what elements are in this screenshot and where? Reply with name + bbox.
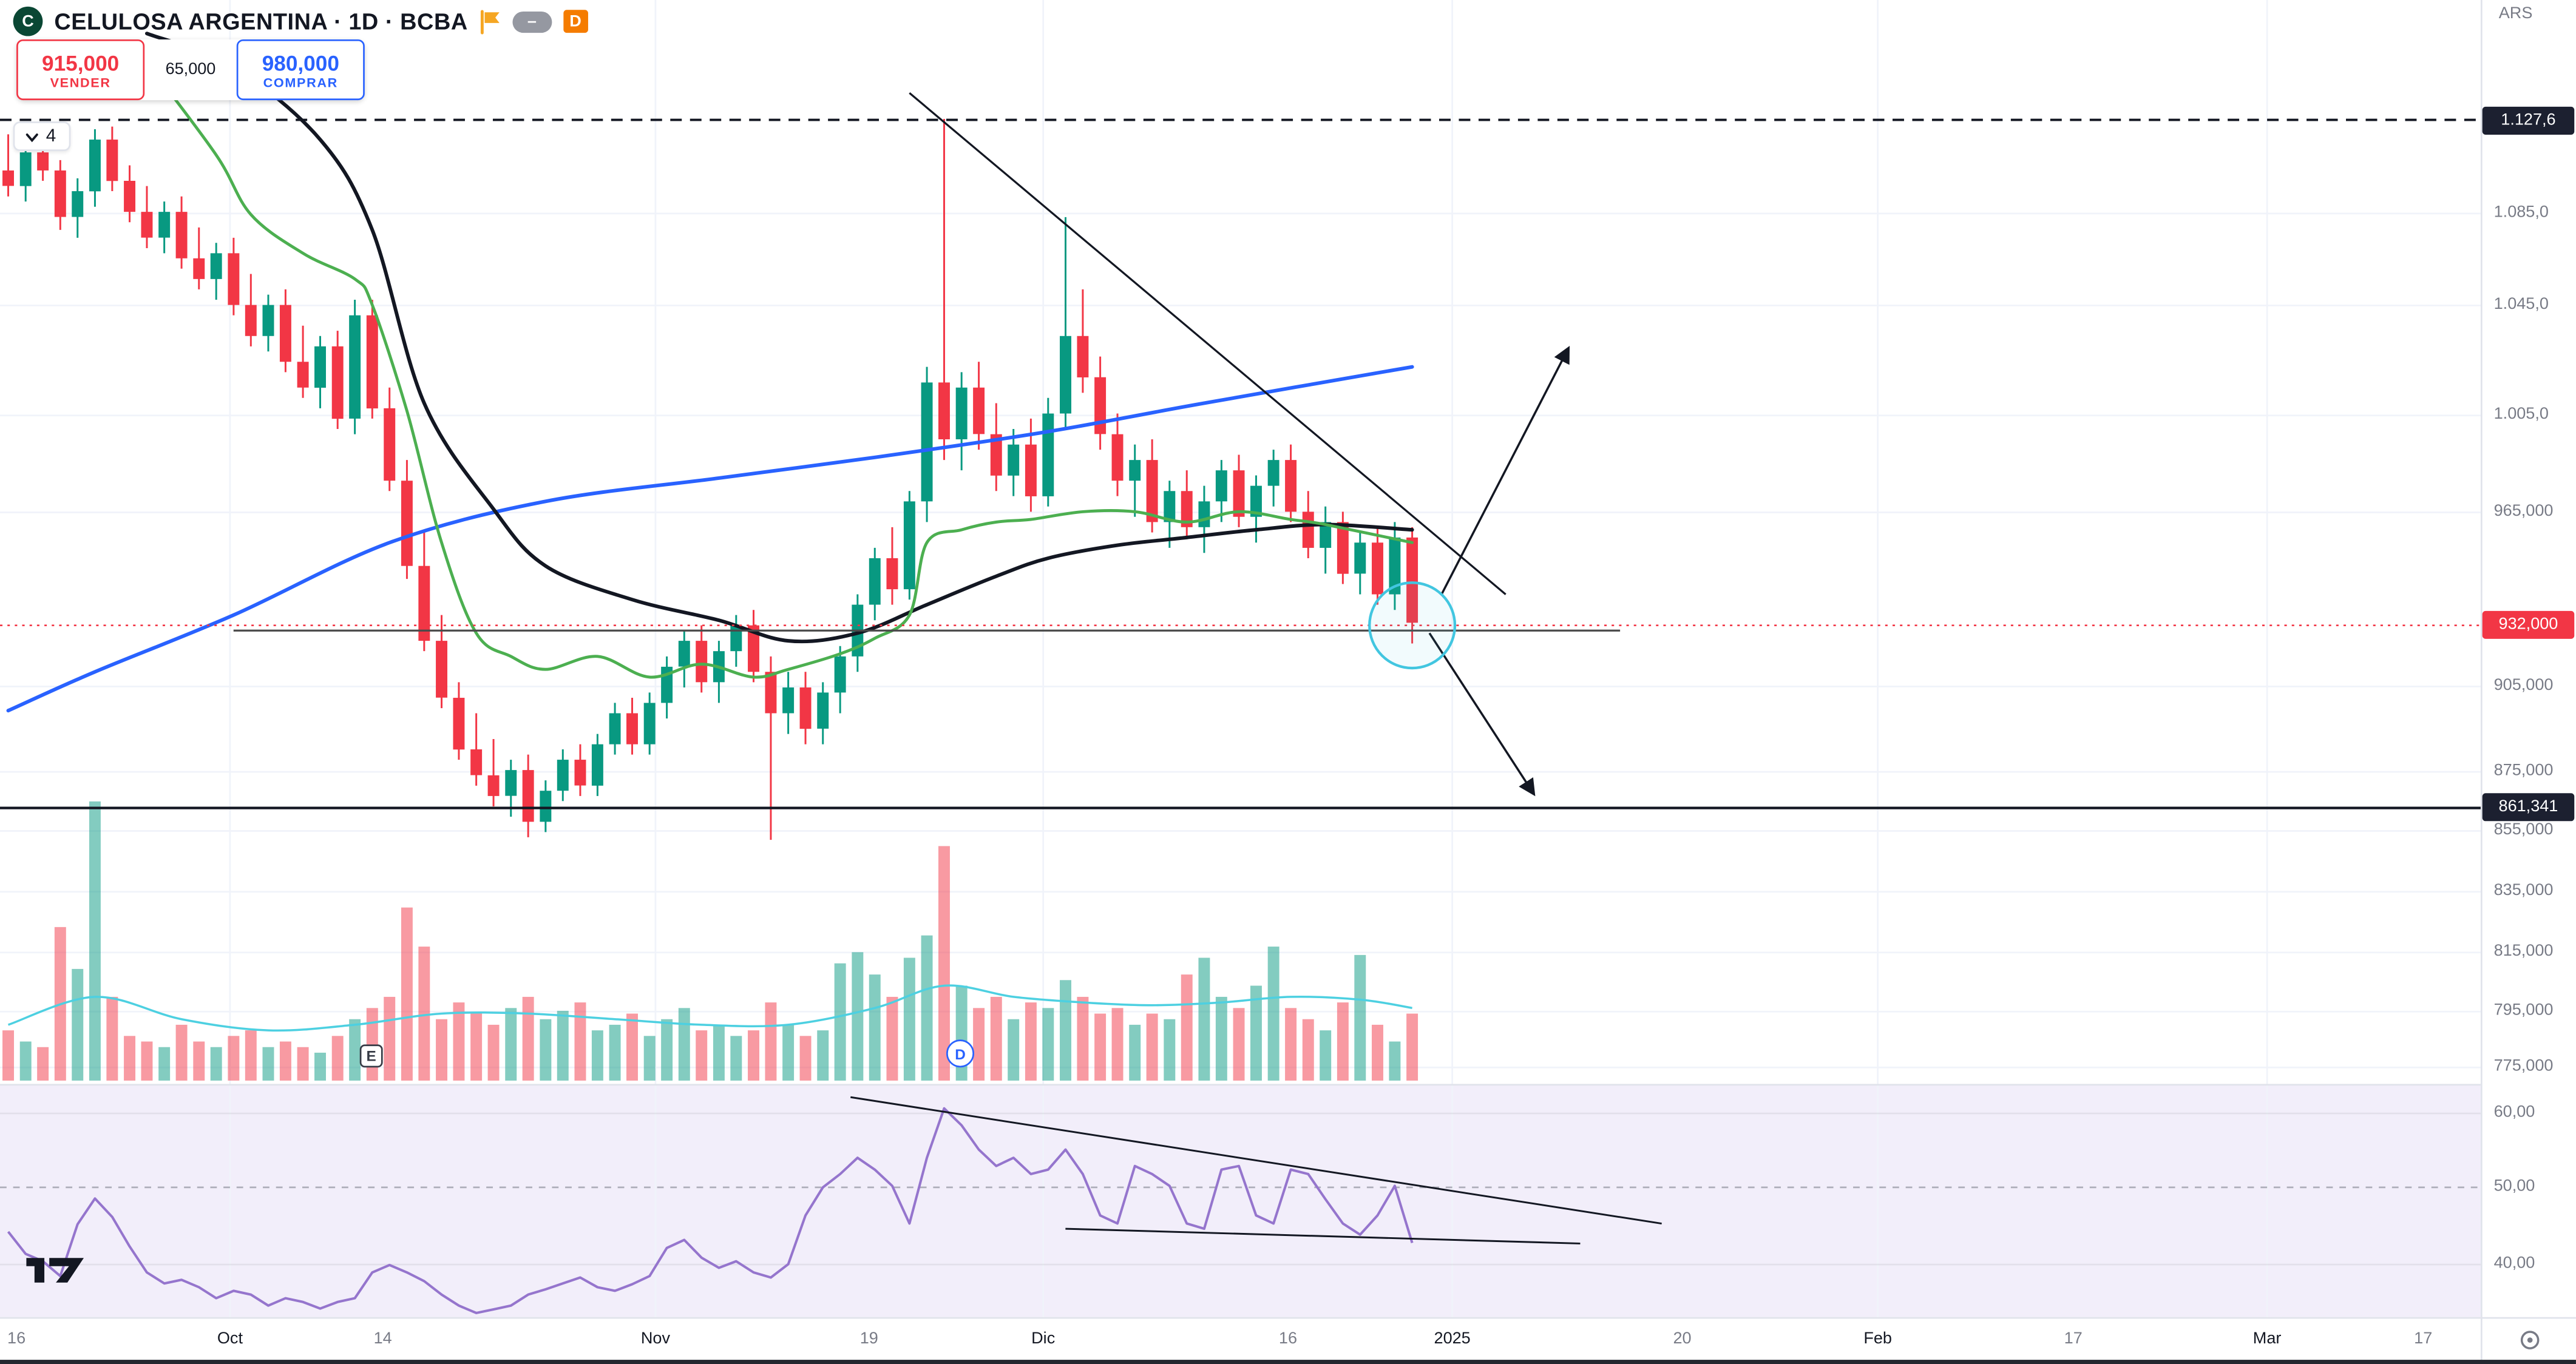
symbol-title[interactable]: CELULOSA ARGENTINA · 1D · BCBA <box>54 8 468 35</box>
time-axis-label: Feb <box>1863 1330 1892 1349</box>
chevron-down-icon <box>25 132 38 141</box>
price-axis-label: 835,000 <box>2493 882 2554 900</box>
price-axis-label: 775,000 <box>2493 1058 2554 1076</box>
rsi-line <box>7 1107 1414 1314</box>
rsi-trendline-1[interactable] <box>850 1096 1662 1225</box>
symbol-toolbar: C CELULOSA ARGENTINA · 1D · BCBA – D <box>13 3 588 39</box>
price-axis-label: 1.005,0 <box>2493 405 2549 424</box>
flag-icon[interactable] <box>480 9 501 34</box>
candles-layer <box>2 118 1418 840</box>
indicator-axis-label: 60,00 <box>2493 1103 2535 1122</box>
upper-line-price-badge: 1.127,6 <box>2482 106 2575 134</box>
axis-corner <box>2480 1317 2576 1360</box>
time-axis-label: 16 <box>7 1330 26 1349</box>
price-axis-label: 815,000 <box>2493 942 2554 961</box>
indicator-axis-label: 50,00 <box>2493 1177 2535 1196</box>
last-price-badge: 932,000 <box>2482 611 2575 640</box>
earnings-marker[interactable]: E <box>359 1044 383 1068</box>
ma-long-line <box>6 365 1414 713</box>
settings-icon[interactable] <box>2518 1328 2541 1351</box>
time-axis-label: Oct <box>217 1330 243 1349</box>
lower-line-price-badge: 861,341 <box>2482 794 2575 822</box>
price-axis[interactable]: ARS 1.085,0 1.045,0 1.005,0 965,000 905,000 8… <box>2480 0 2576 1317</box>
time-axis-label: 14 <box>373 1330 392 1349</box>
time-axis-label: Mar <box>2252 1330 2282 1349</box>
volume-layer <box>2 801 1418 1081</box>
bottom-border-strip <box>0 1360 2576 1364</box>
ma-slow-line <box>144 32 1414 644</box>
price-axis-label: 795,000 <box>2493 1002 2554 1020</box>
time-axis-label: 2025 <box>1434 1330 1471 1349</box>
volume-ma-line <box>7 984 1412 1032</box>
time-axis-label: Nov <box>640 1330 671 1349</box>
price-axis-label: 905,000 <box>2493 677 2554 695</box>
object-tree-counter[interactable]: 4 <box>13 121 71 152</box>
dividend-marker[interactable]: D <box>946 1039 975 1068</box>
market-status-icon: – <box>512 10 552 32</box>
buy-price: 980,000 <box>262 50 339 75</box>
time-axis-label: 20 <box>1673 1330 1692 1349</box>
buy-button[interactable]: 980,000 COMPRAR <box>236 39 365 101</box>
spread-value: 65,000 <box>165 61 216 79</box>
sell-label: VENDER <box>50 75 111 90</box>
delayed-data-badge[interactable]: D <box>563 10 588 33</box>
time-axis-label: 16 <box>1278 1330 1298 1349</box>
symbol-logo: C <box>13 6 43 36</box>
rsi-trendline-2[interactable] <box>1065 1227 1581 1244</box>
time-axis-label: Dic <box>1031 1330 1056 1349</box>
buy-sell-widget: 915,000 VENDER 65,000 980,000 COMPRAR <box>16 39 365 101</box>
indicator-axis-label: 40,00 <box>2493 1254 2535 1273</box>
price-axis-label: 965,000 <box>2493 502 2554 521</box>
price-axis-label: 1.045,0 <box>2493 295 2549 314</box>
buy-label: COMPRAR <box>263 75 338 90</box>
sell-price: 915,000 <box>42 50 120 75</box>
object-count: 4 <box>46 126 56 146</box>
indicator-panel-background <box>0 1084 2481 1317</box>
time-axis[interactable]: 16 Oct 14 Nov 19 Dic 16 2025 20 Feb 17 Mar 17 <box>0 1317 2481 1360</box>
time-axis-label: 19 <box>859 1330 878 1349</box>
tradingview-logo[interactable] <box>26 1248 85 1291</box>
time-axis-label: 17 <box>2064 1330 2083 1349</box>
arrow-down[interactable] <box>1428 632 1536 797</box>
arrow-up[interactable] <box>1440 345 1570 595</box>
time-axis-label: 17 <box>2414 1330 2433 1349</box>
price-axis-label: 1.085,0 <box>2493 203 2549 222</box>
price-axis-label: 875,000 <box>2493 761 2554 780</box>
descending-trendline[interactable] <box>909 92 1507 595</box>
price-axis-label: 855,000 <box>2493 821 2554 840</box>
ma-fast-line <box>145 60 1414 679</box>
sell-button[interactable]: 915,000 VENDER <box>16 39 145 101</box>
highlight-circle[interactable] <box>1368 581 1457 670</box>
grid-layer <box>0 0 2481 1317</box>
currency-label: ARS <box>2498 5 2533 23</box>
